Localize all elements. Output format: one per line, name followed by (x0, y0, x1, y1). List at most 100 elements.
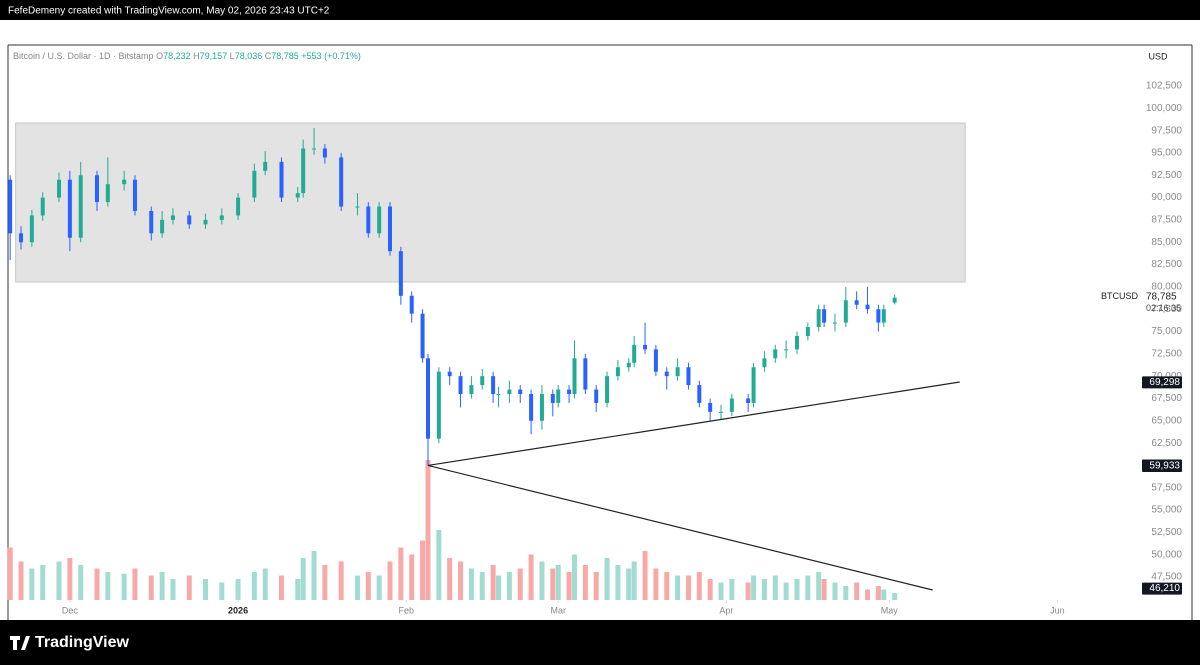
candle-body (507, 389, 512, 395)
volume-bar (67, 558, 73, 600)
candle-body (78, 175, 83, 238)
y-tick-label: 92,500 (1151, 170, 1182, 181)
volume-bar (718, 582, 724, 600)
volume-bar (420, 540, 426, 600)
volume-bar (626, 568, 632, 600)
candle-body (697, 385, 702, 403)
trendline (427, 464, 933, 591)
price-tag (1142, 582, 1182, 595)
volume-bar (892, 593, 898, 600)
volume-bar (235, 579, 241, 600)
candle-body (583, 358, 588, 390)
countdown: 02:16:35 (1146, 303, 1181, 313)
brand: TradingView (35, 634, 130, 651)
volume-bar (219, 582, 225, 600)
y-tick-label: 102,500 (1146, 81, 1183, 92)
bottom-bar (0, 620, 1200, 665)
volume-bar (675, 575, 681, 600)
legend-key: O (156, 51, 163, 61)
volume-bar (170, 579, 176, 600)
candle-body (94, 175, 99, 203)
ticker: BTCUSD (1101, 291, 1139, 301)
candle-body (729, 398, 734, 412)
candle-body (312, 148, 317, 150)
candle-body (626, 362, 631, 368)
candle-body (708, 402, 713, 412)
volume-bar (539, 561, 545, 600)
candle-body (843, 300, 848, 323)
candle-body (122, 179, 127, 185)
volume-bar (707, 579, 713, 600)
volume-bar (365, 572, 371, 600)
volume-bar (262, 568, 268, 600)
candle-body (491, 376, 496, 395)
candle-body (892, 297, 897, 303)
legend-item: 79,157 (200, 51, 228, 61)
volume-bar (653, 568, 659, 600)
y-tick-label: 100,000 (1146, 103, 1183, 114)
volume-bar (745, 582, 751, 600)
legend: Bitcoin / U.S. Dollar · 1D · Bitstamp O 7… (13, 51, 361, 61)
y-tick-label: 47,500 (1151, 572, 1182, 583)
candle-body (236, 197, 241, 216)
volume-bar (642, 551, 648, 600)
volume-bar (664, 572, 670, 600)
candle-body (632, 344, 637, 363)
legend-item: Bitcoin / U.S. Dollar · 1D · Bitstamp (13, 51, 154, 61)
candle-body (219, 215, 224, 220)
candle-body (388, 206, 393, 252)
volume-bar (278, 575, 284, 600)
candle-body (605, 376, 610, 403)
volume-bar (582, 565, 588, 600)
volume-bar (783, 582, 789, 600)
candle-body (615, 367, 620, 377)
legend-key: H (193, 51, 200, 61)
candle-body (664, 371, 669, 377)
y-tick-label: 55,000 (1151, 505, 1182, 516)
candle-body (252, 170, 257, 198)
volume-bar (186, 575, 192, 600)
candle-body (865, 304, 870, 310)
volume-bar (506, 572, 512, 600)
candle-body (539, 394, 544, 421)
y-tick-label: 50,000 (1151, 549, 1182, 560)
volume-bar (550, 568, 556, 600)
volume-bar (821, 579, 827, 600)
volume-bar (865, 589, 871, 600)
volume-bar (458, 561, 464, 600)
candle-body (805, 327, 810, 336)
candle-body (29, 215, 34, 243)
candle-body (773, 349, 778, 359)
chart-area (0, 20, 1200, 620)
volume-bar (29, 568, 35, 600)
candle-body (301, 148, 306, 194)
volume-bar (159, 572, 165, 600)
candle-body (572, 358, 577, 395)
volume-bar (409, 554, 415, 600)
volume-bar (881, 589, 887, 600)
candle-body (719, 411, 724, 413)
candle-body (751, 367, 756, 403)
candle-body (518, 389, 523, 395)
x-tick-label: Jun (1050, 605, 1065, 615)
volume-bar (398, 547, 404, 600)
candle-body (594, 389, 599, 403)
candle-body (187, 215, 192, 225)
volume-bar (251, 572, 257, 600)
candle-body (355, 206, 360, 208)
plot: 47,50050,00052,50055,00057,50060,00062,5… (7, 81, 1183, 615)
candle-body (170, 215, 175, 220)
candle-body (295, 193, 300, 198)
legend-key: C (265, 51, 272, 61)
volume-bar (338, 561, 344, 600)
volume-bar (311, 551, 317, 600)
volume-bar (496, 575, 502, 600)
candle-body (854, 300, 859, 305)
volume-bar (436, 530, 442, 600)
legend-item: 78,036 (235, 51, 263, 61)
candle-body (480, 376, 485, 386)
candle-body (458, 376, 463, 395)
candle-body (529, 394, 534, 421)
y-tick-label: 75,000 (1151, 326, 1182, 337)
